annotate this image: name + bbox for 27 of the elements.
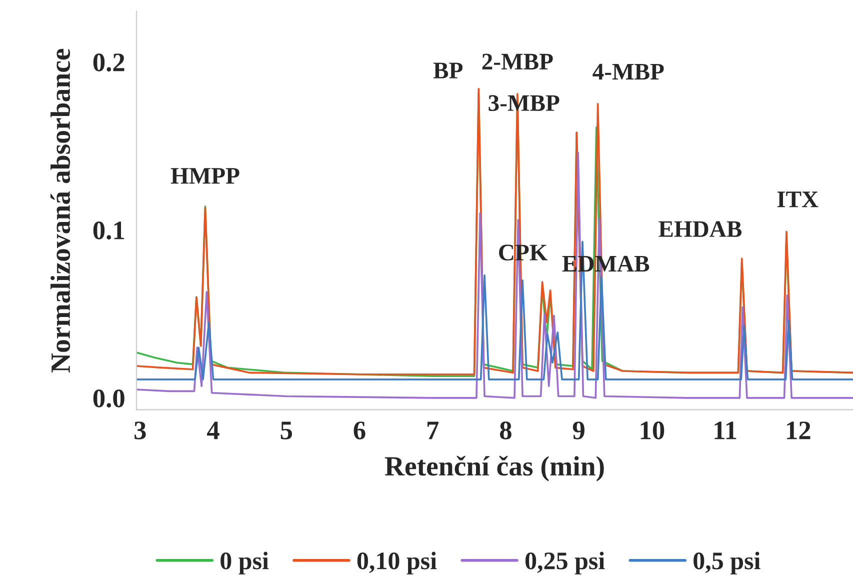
line-series	[136, 152, 853, 399]
annotation: EHDAB	[658, 221, 742, 237]
x-axis-title: Retenční čas (min)	[384, 456, 604, 482]
x-tick-label: 7	[428, 422, 439, 440]
x-tick-label: 9	[572, 422, 584, 440]
x-tick-label: 11	[714, 422, 736, 440]
x-tick-label: 4	[207, 422, 220, 440]
y-tick-label: 0.2	[93, 54, 124, 72]
y-tick-label: 0.0	[93, 390, 124, 408]
annotation: 4-MBP	[592, 64, 664, 80]
x-tick-label: 12	[787, 422, 810, 440]
annotation: 2-MBP	[482, 54, 553, 70]
y-tick-label: 0.1	[93, 222, 124, 240]
annotation: HMPP	[170, 168, 240, 184]
x-tick-label: 5	[280, 422, 292, 440]
line-series	[136, 240, 853, 380]
annotation: ITX	[777, 192, 818, 208]
x-tick-label: 10	[640, 422, 664, 440]
x-tick-label: 8	[500, 422, 512, 440]
x-tick-label: 3	[134, 422, 146, 440]
annotation: BP	[433, 62, 463, 78]
y-axis-title: Normalizovaná absorbance	[50, 48, 70, 372]
legend-label: 0,25 psi	[525, 552, 605, 574]
legend-label: 0,5 psi	[694, 552, 760, 574]
legend-label: 0 psi	[220, 552, 269, 574]
x-tick-label: 6	[354, 422, 366, 440]
legend-label: 0,10 psi	[357, 552, 437, 574]
